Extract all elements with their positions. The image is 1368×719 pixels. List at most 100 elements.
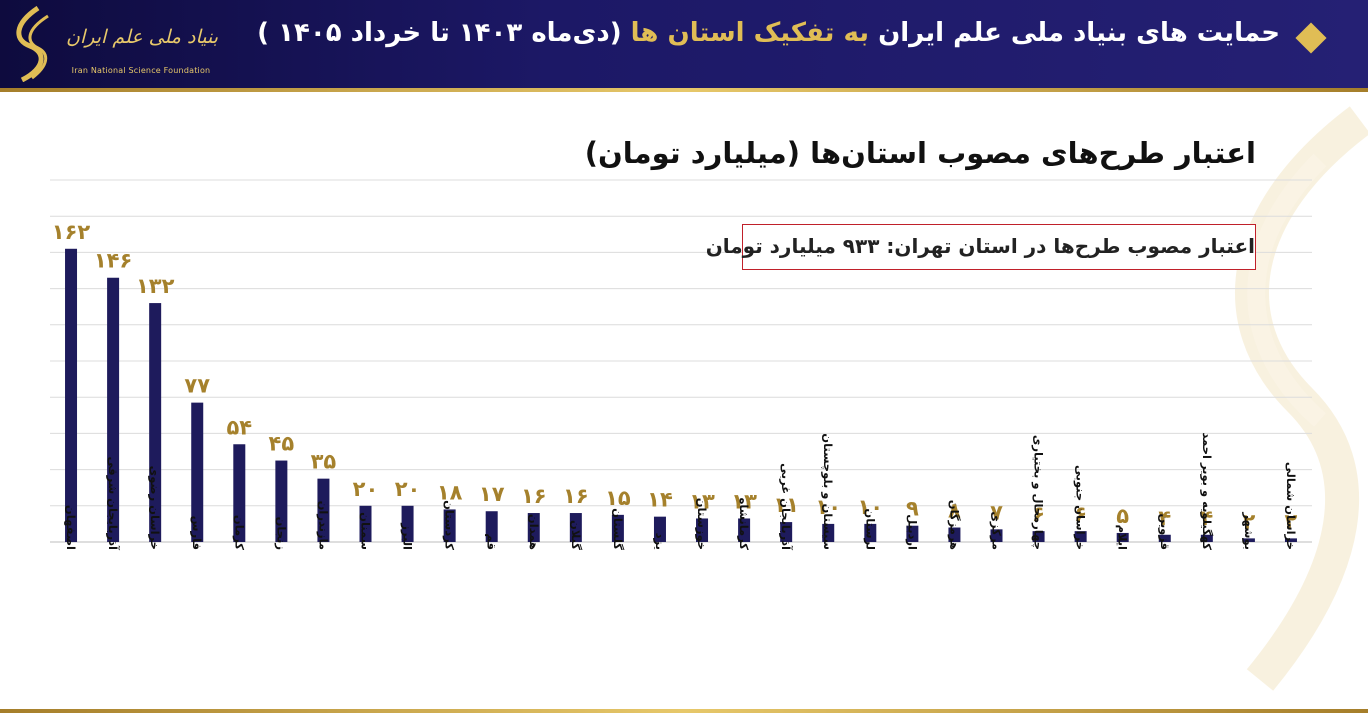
bar — [401, 505, 414, 542]
category-label: هرمزگان — [947, 500, 961, 550]
category-label: بوشهر — [1241, 511, 1256, 550]
bar-value-label: ۹ — [906, 497, 919, 521]
category-label: یزد — [653, 533, 667, 550]
bar — [1242, 538, 1255, 542]
category-label: البرز — [401, 522, 415, 550]
bar-value-label: ۱۸ — [437, 480, 463, 504]
category-label: سمنان — [359, 512, 373, 550]
bar — [149, 303, 162, 542]
decorative-wave-icon — [1235, 106, 1368, 691]
bar — [864, 523, 877, 542]
bar — [1158, 534, 1171, 542]
bar — [1200, 534, 1213, 542]
bar-value-label: ۵۴ — [226, 415, 252, 439]
bar-value-label: ۷۷ — [184, 374, 210, 398]
bar-value-label: ۱۳ — [689, 489, 715, 513]
category-label: خراسان جنوبی — [1073, 465, 1088, 550]
category-label: سیستان و بلوچستان — [820, 433, 835, 550]
category-label: قزوین — [1157, 514, 1172, 551]
logo-name: بنیاد ملی علم ایران — [66, 26, 218, 48]
category-label: اردبیل — [905, 514, 919, 550]
bar — [317, 478, 330, 542]
bar — [948, 527, 961, 542]
category-label: همدان — [527, 514, 541, 550]
bar-value-label: ۴ — [1200, 506, 1213, 530]
category-label: آذربایجان شرقی — [106, 457, 120, 552]
category-label: کرمان — [232, 515, 246, 550]
bar-value-label: ۱۶۲ — [52, 220, 91, 244]
header-divider — [0, 88, 1368, 92]
bar — [822, 523, 835, 542]
bar-value-label: ۱۴۶ — [94, 249, 132, 273]
category-label: خوزستان — [694, 498, 709, 550]
bar — [65, 248, 78, 542]
insf-logo-icon — [16, 6, 49, 82]
bar-value-label: ۲ — [1285, 509, 1298, 533]
bar — [653, 516, 666, 542]
bar-value-label: ۳۵ — [311, 450, 337, 474]
bar — [233, 444, 246, 542]
category-label: خراسان رضوی — [147, 466, 162, 550]
bar-value-label: ۲۰ — [353, 477, 379, 501]
bar — [275, 460, 288, 542]
bar — [107, 277, 120, 542]
bar — [569, 513, 582, 542]
bar — [1032, 531, 1045, 542]
bar-value-label: ۱۷ — [479, 482, 505, 506]
title-part1: حمایت های بنیاد ملی علم ایران — [878, 18, 1280, 48]
bar — [696, 518, 709, 542]
title-accent: به تفکیک استان ها — [630, 18, 870, 48]
bar-value-label: ۱۶ — [563, 484, 589, 508]
bar — [1284, 538, 1297, 542]
category-label: کرمانشاه — [737, 498, 751, 551]
bar — [527, 513, 540, 542]
bar-value-label: ۱۵ — [605, 486, 631, 510]
category-label: خراسان شمالی — [1284, 462, 1298, 550]
category-label: مرکزی — [990, 511, 1004, 550]
page-title: حمایت های بنیاد ملی علم ایران به تفکیک ا… — [257, 18, 1280, 48]
bar — [1074, 531, 1087, 542]
bar-value-label: ۲ — [1242, 509, 1255, 533]
logo-subtitle: Iran National Science Foundation — [71, 66, 211, 75]
diamond-bullet-icon — [1295, 22, 1327, 54]
bar — [485, 511, 498, 542]
category-label: قم — [485, 533, 499, 550]
bar-value-label: ۱۶ — [521, 484, 547, 508]
category-label: مازندران — [316, 501, 330, 550]
bar-value-label: ۸ — [948, 499, 961, 523]
category-label: اصفهان — [64, 505, 78, 550]
bar-value-label: ۷ — [990, 500, 1003, 524]
bar-value-label: ۲۰ — [395, 477, 421, 501]
bar-value-label: ۱۳ — [731, 489, 757, 513]
bar — [906, 525, 919, 542]
category-label: ایلام — [1116, 525, 1130, 550]
bar — [611, 514, 624, 542]
category-label: زنجان — [274, 517, 288, 550]
category-label: چهارمحال و بختیاری — [1031, 435, 1046, 550]
bar-value-label: ۶ — [1032, 502, 1045, 526]
bar-value-label: ۱۰ — [815, 495, 841, 519]
footer-divider — [0, 709, 1368, 713]
category-label: کهگیلویه و بویر احمد — [1199, 432, 1214, 550]
bar-value-label: ۱۴ — [647, 488, 673, 512]
bar-value-label: ۴۵ — [269, 432, 295, 456]
bar-value-label: ۶ — [1074, 502, 1087, 526]
bar — [990, 529, 1003, 542]
bar — [1116, 532, 1129, 542]
category-label: کردستان — [443, 500, 457, 550]
bar — [780, 522, 793, 542]
bar — [359, 505, 372, 542]
bar-value-label: ۱۱ — [773, 493, 799, 517]
category-label: لرستان — [863, 508, 877, 550]
category-label: گیلان — [569, 520, 583, 550]
bar-value-label: ۴ — [1158, 506, 1171, 530]
category-label: آذربایجان غربی — [779, 463, 793, 551]
bar-value-label: ۱۳۲ — [136, 274, 175, 298]
category-label: فارس — [190, 516, 204, 550]
tehran-note: اعتبار مصوب طرح‌ها در استان تهران: ۹۳۳ م… — [706, 224, 1256, 270]
bar — [191, 402, 204, 542]
bar — [738, 518, 751, 542]
category-label: گلستان — [611, 508, 625, 550]
chart-title: اعتبار طرح‌های مصوب استان‌ها (میلیارد تو… — [584, 136, 1256, 170]
